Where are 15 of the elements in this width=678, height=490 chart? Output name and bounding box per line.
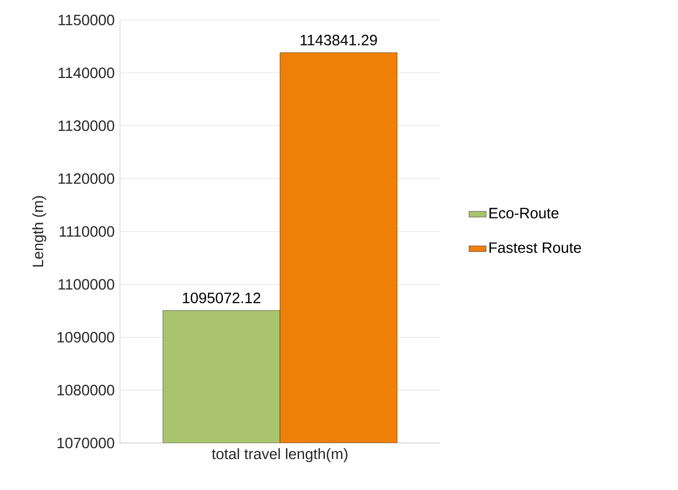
data-label: 1095072.12 (182, 292, 260, 304)
y-tick-label: 1100000 (58, 279, 114, 290)
y-tick-label: 1070000 (58, 438, 114, 448)
y-tick-label: 1120000 (58, 173, 114, 184)
y-axis-title: Length (m) (32, 196, 46, 267)
y-tick-label: 1150000 (58, 14, 114, 26)
x-tick-label: total travel length(m) (212, 448, 348, 462)
y-tick-label: 1080000 (58, 384, 114, 396)
data-label: 1143841.29 (300, 34, 377, 46)
y-tick-label: 1130000 (58, 120, 114, 132)
y-tick-label: 1090000 (58, 332, 114, 343)
y-tick-label: 1140000 (58, 68, 114, 78)
y-tick-label: 1110000 (60, 226, 114, 237)
legend-label: Fastest Route (490, 242, 581, 253)
legend-label: Eco-Route (490, 208, 558, 218)
